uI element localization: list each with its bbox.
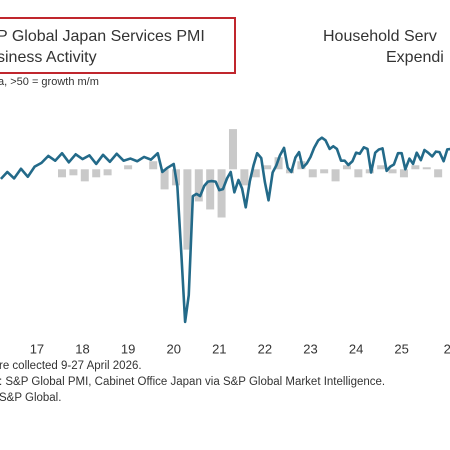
bar bbox=[183, 169, 192, 250]
x-tick-label: 19 bbox=[121, 341, 135, 356]
bar bbox=[354, 169, 363, 178]
bar bbox=[194, 169, 203, 202]
note: : S&P Global PMI, Cabinet Office Japan v… bbox=[0, 376, 385, 388]
x-tick-label: 2 bbox=[444, 341, 450, 356]
bar bbox=[308, 169, 317, 178]
bar bbox=[399, 169, 408, 178]
x-tick-label: 17 bbox=[30, 341, 44, 356]
legend-label: Expendi bbox=[386, 49, 444, 66]
bar bbox=[228, 129, 237, 170]
bar bbox=[377, 165, 386, 170]
bar bbox=[434, 169, 443, 178]
x-tick-label: 21 bbox=[212, 341, 226, 356]
bar bbox=[92, 169, 101, 178]
title-box bbox=[0, 17, 236, 74]
bar bbox=[103, 169, 112, 176]
bar bbox=[342, 165, 351, 170]
bar bbox=[320, 169, 329, 174]
chart-title: P Global Japan Services PMI bbox=[0, 28, 205, 45]
bar bbox=[124, 165, 133, 170]
bar bbox=[240, 169, 249, 186]
bar bbox=[206, 169, 215, 210]
bar bbox=[251, 169, 260, 178]
subtitle: a, >50 = growth m/m bbox=[0, 76, 99, 88]
note: S&P Global. bbox=[0, 392, 61, 404]
chart-title: siness Activity bbox=[0, 49, 97, 66]
bar bbox=[388, 169, 397, 174]
bar bbox=[160, 169, 169, 190]
bar bbox=[274, 157, 283, 170]
bar bbox=[69, 169, 78, 176]
x-tick-label: 24 bbox=[349, 341, 363, 356]
bar bbox=[80, 169, 89, 182]
bar bbox=[411, 165, 420, 170]
bar bbox=[149, 161, 158, 170]
bar bbox=[422, 167, 431, 170]
bar bbox=[58, 169, 67, 178]
bar bbox=[263, 165, 272, 170]
bar bbox=[331, 169, 340, 182]
legend-label: Household Serv bbox=[323, 28, 437, 45]
line bbox=[0, 136, 450, 324]
note: re collected 9-27 April 2026. bbox=[0, 360, 142, 372]
x-tick-label: 20 bbox=[166, 341, 180, 356]
bar bbox=[217, 169, 226, 218]
x-tick-label: 25 bbox=[394, 341, 408, 356]
x-tick-label: 18 bbox=[75, 341, 89, 356]
x-tick-label: 23 bbox=[303, 341, 317, 356]
x-tick-label: 22 bbox=[258, 341, 272, 356]
